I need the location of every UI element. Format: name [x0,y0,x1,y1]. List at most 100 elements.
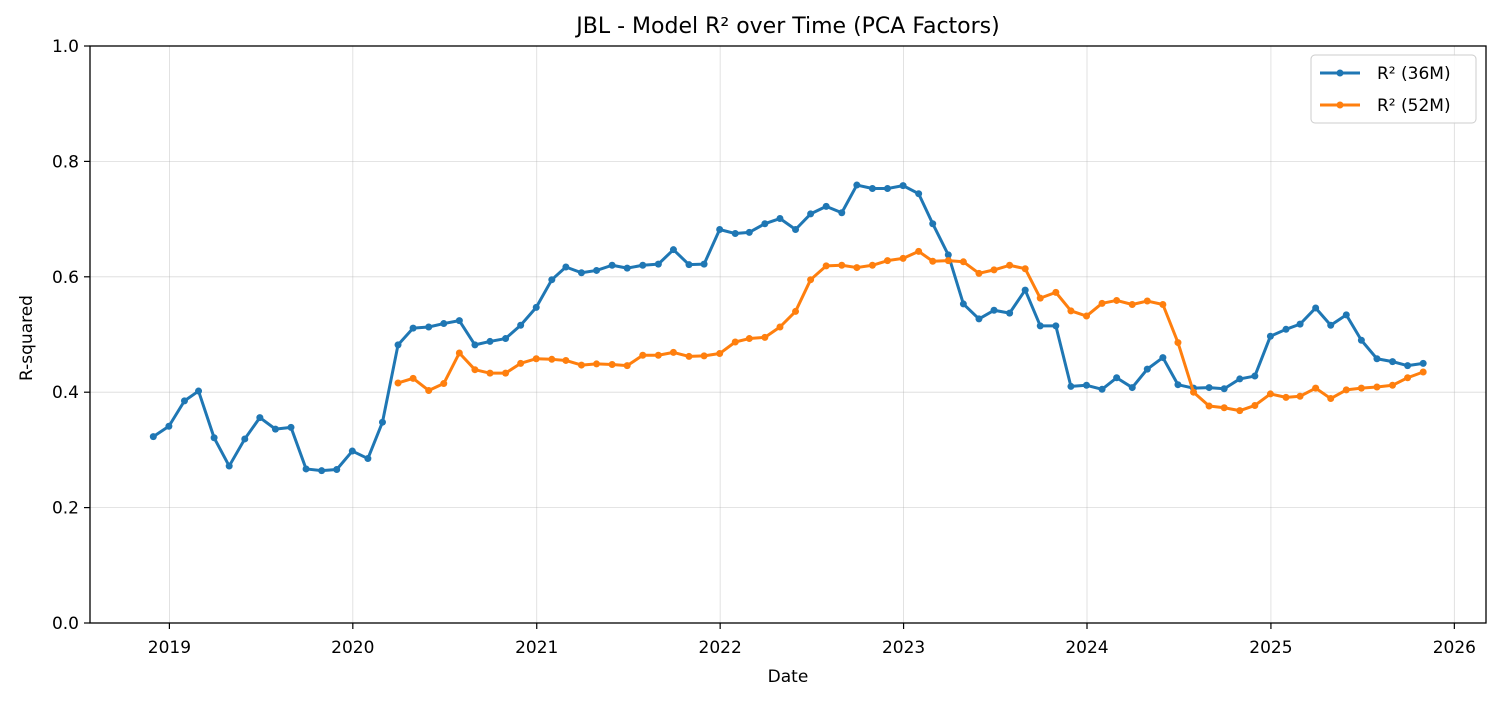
data-point [1159,354,1167,362]
data-point [394,379,402,387]
data-point [502,335,510,343]
x-tick-label: 2025 [1249,638,1292,658]
data-point [944,251,952,259]
data-point [838,209,846,217]
data-point [915,190,923,198]
data-point [1342,311,1350,319]
data-point [639,261,647,269]
data-point [1389,358,1397,366]
data-point [915,247,923,255]
data-point [1357,336,1365,344]
data-point [1404,362,1412,370]
series-52m [394,247,1427,415]
data-point [409,374,417,382]
data-point [256,414,264,422]
data-point [1266,332,1274,340]
data-point [776,215,784,223]
data-point [210,434,218,442]
data-point [975,269,983,277]
data-point [1067,307,1075,315]
data-point [959,300,967,308]
data-point [731,338,739,346]
data-point [822,262,830,270]
data-point [425,323,433,331]
data-point [792,307,800,315]
x-tick-label: 2022 [699,638,742,658]
data-point [731,230,739,238]
data-point [1220,404,1228,412]
data-point [471,366,479,374]
data-point [944,257,952,265]
data-point [1143,297,1151,305]
data-point [1220,385,1228,393]
data-point [318,467,326,475]
data-point [562,356,570,364]
plot-frame [89,45,1487,624]
data-point [1006,309,1014,317]
y-tick-label: 1.0 [52,37,79,57]
data-point [761,220,769,228]
data-point [548,276,556,284]
data-point [502,369,510,377]
data-point [990,306,998,314]
axis-ticks: 2019 2020 2021 2022 2023 2024 2025 2026 0.0 0.2 0.… [52,37,1476,658]
data-point [1312,304,1320,312]
data-point [1113,296,1121,304]
data-point [378,418,386,426]
series-36m [149,181,1427,475]
y-tick-label: 0.6 [52,268,79,288]
data-point [1327,321,1335,329]
data-point [394,341,402,349]
data-point [287,423,295,431]
legend: R² (36M) R² (52M) [1310,54,1477,124]
y-tick-label: 0.8 [52,152,79,172]
data-point [517,359,525,367]
data-point [608,361,616,368]
data-point [440,320,448,328]
chart-title: JBL - Model R² over Time (PCA Factors) [574,14,999,39]
data-point [807,276,815,284]
data-point [1143,365,1151,373]
data-point [1373,355,1381,363]
data-point [440,380,448,388]
data-point [348,447,356,455]
data-point [654,260,662,268]
data-point [1251,372,1259,380]
data-point [1052,288,1060,296]
data-point [1296,392,1304,400]
data-point [1236,407,1244,415]
data-point [532,303,540,311]
data-point [838,261,846,269]
data-point [884,185,891,193]
data-point [959,258,967,266]
data-point [455,349,463,357]
data-point [1159,301,1167,308]
data-point [271,425,279,433]
data-point [1419,368,1427,376]
data-point [1342,386,1350,394]
data-point [685,261,693,269]
data-point [1282,325,1290,333]
data-point [868,261,876,269]
data-point [807,210,815,218]
data-point [455,317,463,325]
data-point [333,466,341,474]
data-point [302,465,310,473]
data-point [1327,395,1335,403]
data-point [1174,339,1182,347]
x-tick-label: 2024 [1065,638,1108,658]
data-point [899,182,907,190]
data-point [149,433,157,441]
x-tick-label: 2023 [882,638,925,658]
data-point [745,335,753,343]
data-point [1357,384,1365,392]
data-point [884,257,891,265]
data-point [1205,402,1213,410]
x-tick-label: 2021 [515,638,558,658]
data-point [593,266,601,274]
data-point [1113,374,1121,382]
data-point [761,333,769,341]
data-point [1036,294,1044,302]
data-point [685,352,693,360]
data-point [1296,320,1304,328]
